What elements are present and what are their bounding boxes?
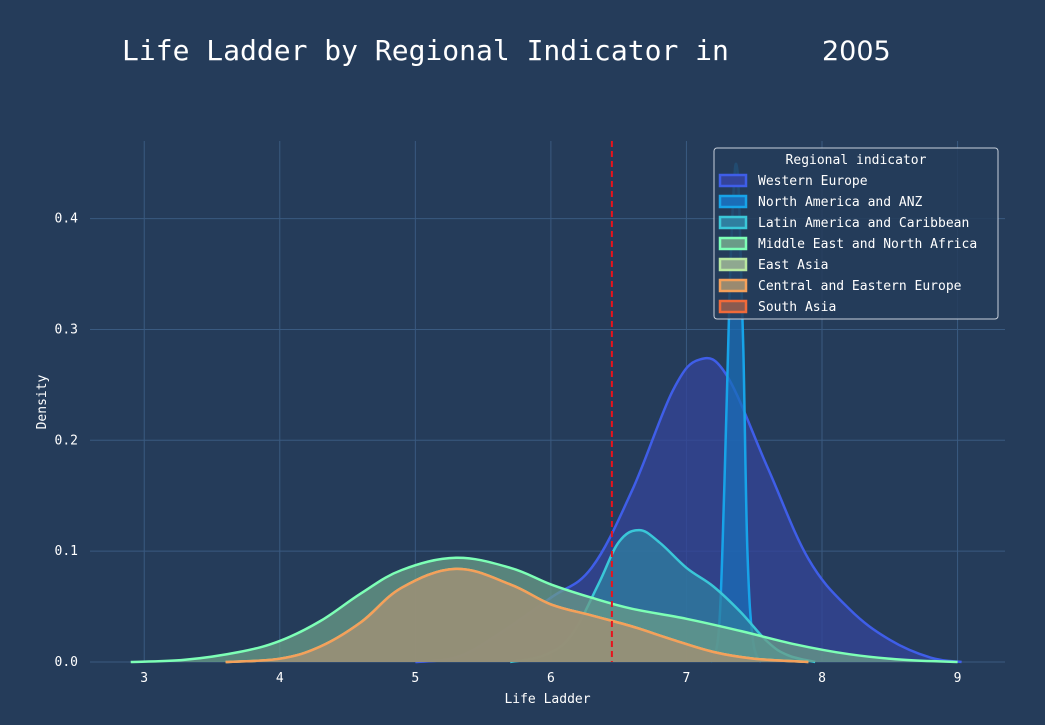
density-curve (130, 556, 958, 664)
x-tick-label: 8 (818, 671, 826, 686)
legend-entry: East Asia (718, 257, 828, 273)
y-tick-label: 0.3 (55, 322, 78, 337)
legend-swatch (718, 173, 748, 188)
x-tick-label: 7 (683, 671, 691, 686)
legend-entry: North America and ANZ (718, 194, 923, 210)
legend-label: Central and Eastern Europe (758, 279, 962, 294)
x-tick-label: 3 (140, 671, 148, 686)
y-tick-label: 0.1 (55, 544, 78, 559)
legend-label: East Asia (758, 258, 828, 273)
legend-swatch (718, 299, 748, 314)
y-tick-label: 0.4 (55, 212, 79, 227)
density-curve (225, 567, 809, 664)
x-axis-label: Life Ladder (504, 692, 590, 707)
x-tick-label: 6 (547, 671, 555, 686)
chart-title-year: 2005 (822, 36, 891, 67)
y-tick-label: 0.0 (55, 655, 78, 670)
density-series (130, 162, 962, 664)
x-tick-label: 9 (954, 671, 962, 686)
legend-entry: Western Europe (718, 173, 868, 189)
chart-title-text: Life Ladder by Regional Indicator in (122, 34, 729, 67)
x-tick-label: 5 (411, 671, 419, 686)
legend-label: Latin America and Caribbean (758, 216, 969, 231)
legend-label: South Asia (758, 300, 836, 315)
chart-title: Life Ladder by Regional Indicator in 200… (0, 30, 1045, 80)
legend-swatch (718, 194, 748, 209)
legend-label: Middle East and North Africa (758, 237, 977, 252)
legend-label: North America and ANZ (758, 195, 923, 210)
density-area (225, 568, 809, 662)
legend-swatch (718, 278, 748, 293)
legend-box (713, 147, 999, 320)
legend: Regional indicator Western Europe North Am… (713, 147, 999, 320)
legend-entry: Central and Eastern Europe (718, 278, 962, 294)
legend-title: Regional indicator (786, 153, 927, 168)
series-central-and-eastern-europe (225, 567, 809, 664)
density-area (415, 358, 962, 662)
legend-swatch (718, 236, 748, 251)
y-axis-label: Density (35, 374, 50, 429)
legend-swatch (718, 257, 748, 272)
legend-entry: Latin America and Caribbean (718, 215, 969, 231)
y-tick-label: 0.2 (55, 433, 78, 448)
legend-swatch (718, 215, 748, 230)
legend-entry: Middle East and North Africa (718, 236, 977, 252)
legend-entry: South Asia (718, 299, 836, 315)
legend-label: Western Europe (758, 174, 868, 189)
x-tick-label: 4 (276, 671, 284, 686)
